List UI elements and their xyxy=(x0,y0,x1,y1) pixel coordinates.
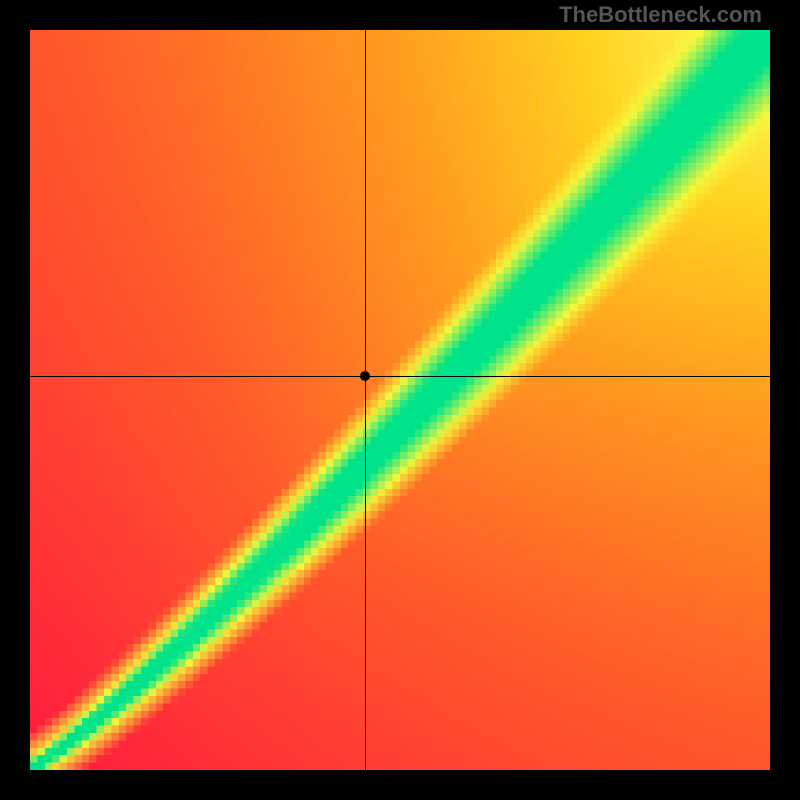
heatmap-canvas xyxy=(30,30,770,770)
heatmap-plot xyxy=(30,30,770,770)
watermark-text: TheBottleneck.com xyxy=(559,2,762,28)
crosshair-vertical xyxy=(365,30,366,770)
crosshair-point xyxy=(360,371,370,381)
crosshair-horizontal xyxy=(30,376,770,377)
